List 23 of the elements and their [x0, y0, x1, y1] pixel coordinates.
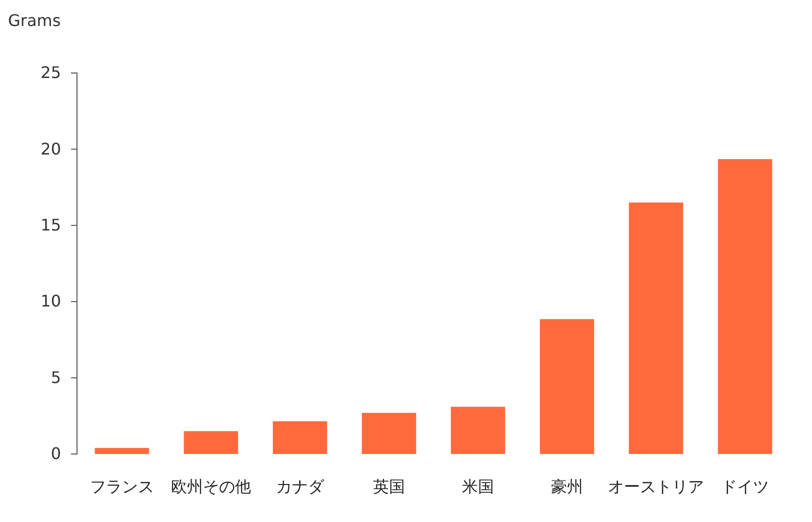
bar [362, 412, 416, 454]
x-tick-label: オーストリア [608, 477, 704, 496]
y-axis-title: Grams [8, 11, 61, 30]
y-tick-label: 0 [50, 444, 61, 464]
bar [184, 431, 238, 454]
x-tick-label: ドイツ [721, 477, 770, 496]
y-tick-label: 25 [40, 63, 61, 82]
bar [628, 202, 684, 454]
x-tick-label: フランス [90, 477, 154, 496]
bar [94, 448, 150, 454]
x-tick-label: カナダ [276, 477, 325, 496]
x-tick-label: 米国 [462, 477, 494, 496]
y-tick-label: 10 [40, 292, 61, 311]
x-tick-label: 豪州 [551, 477, 584, 496]
y-tick-label: 20 [40, 139, 61, 158]
bar [540, 319, 594, 454]
bar [450, 406, 506, 454]
y-tick-label: 5 [50, 368, 61, 387]
bar [272, 421, 328, 454]
y-tick-label: 15 [40, 216, 61, 235]
x-tick-label: 英国 [372, 477, 405, 496]
bar [718, 159, 772, 454]
x-tick-label: 欧州その他 [170, 477, 251, 496]
